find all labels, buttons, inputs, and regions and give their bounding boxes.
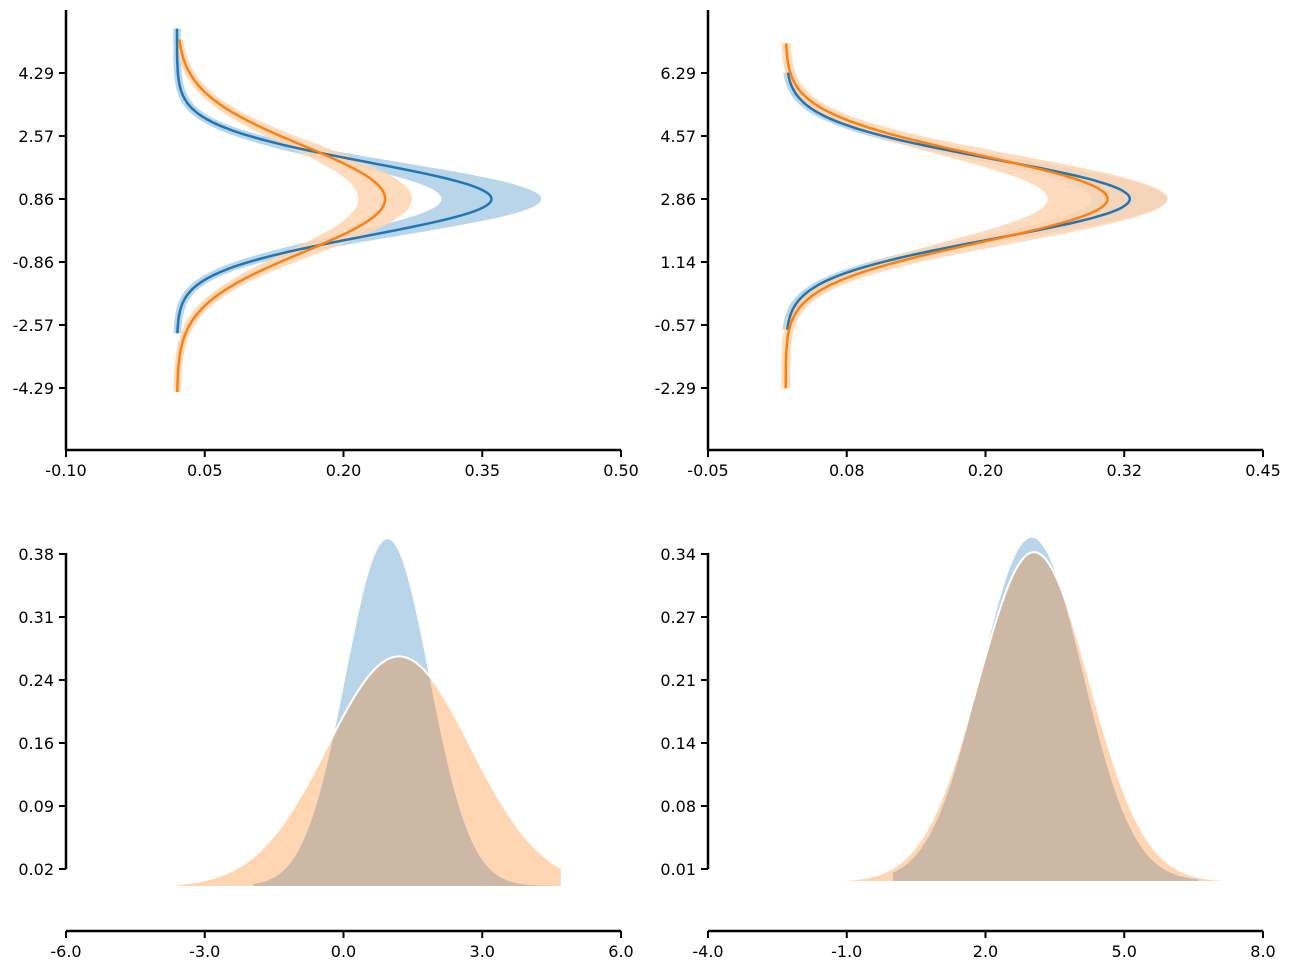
series-band-orange: [781, 43, 1168, 389]
y-tick-label: -0.86: [13, 253, 54, 272]
series-line-orange: [784, 43, 1109, 389]
x-tick-label: -1.0: [831, 942, 862, 961]
density-overlap: [893, 552, 1199, 881]
density-outline-orange: [176, 655, 562, 886]
y-tick-label: -2.29: [655, 379, 696, 398]
top-left-chart: -0.10 0.05 0.20 0.35 0.50 4.29 2.57 0.86 -0.86 -2…: [13, 10, 639, 480]
x-tick-label: -4.0: [692, 942, 723, 961]
x-tick-label: 0.20: [968, 461, 1004, 480]
x-tick-label: 0.45: [1245, 461, 1281, 480]
x-tick-label: 0.35: [464, 461, 500, 480]
y-tick-label: 4.29: [18, 64, 54, 83]
series-band-orange: [173, 39, 412, 392]
y-tick-label: 0.08: [660, 797, 696, 816]
bottom-right-chart: -4.0 -1.0 2.0 5.0 8.0 0.34 0.27 0.21 0.14 0.08 0.0…: [660, 537, 1276, 961]
x-tick-label: -3.0: [189, 942, 220, 961]
x-tick-label: 0.05: [187, 461, 223, 480]
y-tick-label: 6.29: [660, 64, 696, 83]
series-line-blue: [785, 72, 1132, 330]
y-tick-label: 0.09: [18, 797, 54, 816]
y-tick-label: 0.24: [18, 671, 54, 690]
y-tick-label: 0.27: [660, 608, 696, 627]
y-tick-label: 0.02: [18, 860, 54, 879]
top-right-chart: -0.05 0.08 0.20 0.32 0.45 6.29 4.57 2.86 1.14 -0.…: [655, 10, 1281, 480]
y-tick-label: -4.29: [13, 379, 54, 398]
y-tick-label: 0.16: [18, 734, 54, 753]
x-tick-label: 3.0: [470, 942, 495, 961]
x-tick-label: 8.0: [1250, 942, 1275, 961]
x-tick-label: 0.08: [829, 461, 865, 480]
y-tick-label: 2.57: [18, 127, 54, 146]
density-outline-orange: [777, 551, 1222, 882]
y-tick-label: 2.86: [660, 190, 696, 209]
y-tick-label: 0.34: [660, 545, 696, 564]
y-tick-label: 0.31: [18, 608, 54, 627]
x-tick-label: 0.50: [603, 461, 639, 480]
x-tick-label: 0.0: [331, 942, 356, 961]
y-tick-label: 0.38: [18, 545, 54, 564]
y-tick-label: 4.57: [660, 127, 696, 146]
x-tick-label: 6.0: [608, 942, 633, 961]
x-tick-label: 2.0: [973, 942, 998, 961]
x-tick-label: -6.0: [50, 942, 81, 961]
y-tick-label: 1.14: [660, 253, 696, 272]
y-tick-label: 0.86: [18, 190, 54, 209]
y-tick-label: 0.01: [660, 860, 696, 879]
x-tick-label: 5.0: [1112, 942, 1137, 961]
x-tick-label: 0.20: [326, 461, 362, 480]
series-line-blue: [175, 28, 493, 334]
y-tick-label: 0.14: [660, 734, 696, 753]
series-line-orange: [176, 39, 387, 392]
y-tick-label: 0.21: [660, 671, 696, 690]
density-overlap: [253, 656, 561, 886]
x-tick-label: -0.10: [45, 461, 86, 480]
y-tick-label: -2.57: [13, 316, 54, 335]
x-tick-label: -0.05: [687, 461, 728, 480]
y-tick-label: -0.57: [655, 316, 696, 335]
bottom-left-chart: -6.0 -3.0 0.0 3.0 6.0 0.38 0.31 0.24 0.16 0.09 0.0…: [18, 539, 634, 961]
x-tick-label: 0.32: [1106, 461, 1142, 480]
